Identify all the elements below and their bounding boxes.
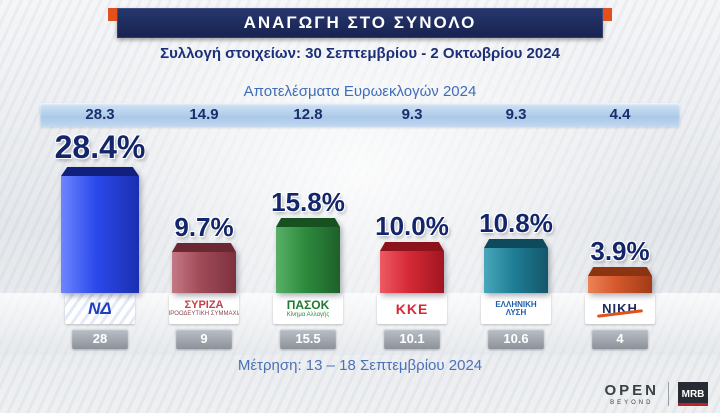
header-bar: ΑΝΑΓΩΓΗ ΣΤΟ ΣΥΝΟΛΟ — [108, 8, 612, 38]
party-logo-subtext: Κίνημα Αλλαγής — [286, 312, 330, 318]
bar-stack: 3.9% — [588, 129, 652, 293]
party-column-ellysi: 10.8% ΕΛΛΗΝΙΚΗ ΛΥΣΗ 10.6 — [464, 129, 568, 349]
bar-chart: 28.3 14.9 12.8 9.3 9.3 4.4 28.4% ΝΔ 28 9.7% Σ… — [40, 103, 680, 349]
open-logo-text: OPEN — [604, 381, 659, 399]
party-logo-text: ΠΑΣΟΚ — [286, 298, 330, 313]
open-logo-subtext: BEYOND — [610, 399, 654, 406]
previous-measurement-value: 15.5 — [280, 329, 336, 349]
bar-front-face — [588, 276, 652, 293]
party-logo-text: ΣΥΡΙΖΑ — [184, 298, 224, 311]
party-logo-text: ΕΛΛΗΝΙΚΗ ΛΥΣΗ — [495, 299, 537, 317]
bar-top-face — [60, 167, 139, 176]
header-accent-right — [603, 8, 612, 21]
euro-result-kke: 9.3 — [401, 106, 423, 123]
previous-measurement-value: 4 — [592, 329, 648, 349]
party-logo-text: ΝΔ — [88, 299, 112, 319]
euro-result-nd: 28.3 — [85, 106, 115, 123]
bar-front-face — [275, 227, 340, 293]
header-accent-left — [108, 8, 117, 21]
party-logo-text: ΚΚΕ — [395, 300, 429, 317]
mrb-logo: MRB — [678, 382, 708, 406]
bar-stack: 9.7% — [172, 129, 236, 293]
party-logo: ΝΙΚΗ — [585, 294, 655, 324]
collection-dates: Συλλογή στοιχείων: 30 Σεπτεμβρίου - 2 Οκ… — [160, 45, 560, 62]
party-column-kke: 10.0% ΚΚΕ 10.1 — [360, 129, 464, 349]
poll-bar — [483, 239, 548, 293]
branding-divider — [668, 382, 669, 406]
poll-percentage-label: 3.9% — [590, 235, 650, 266]
party-column-syriza: 9.7% ΣΥΡΙΖΑ ΠΡΟΟΔΕΥΤΙΚΗ ΣΥΜΜΑΧΙΑ 9 — [152, 129, 256, 349]
bar-top-face — [588, 267, 652, 276]
party-logo: ΕΛΛΗΝΙΚΗ ΛΥΣΗ — [481, 294, 551, 324]
poll-percentage-label: 28.4% — [54, 129, 146, 166]
chart-columns: 28.4% ΝΔ 28 9.7% ΣΥΡΙΖΑ ΠΡΟΟΔΕΥΤΙΚΗ ΣΥΜΜ… — [48, 129, 672, 349]
party-column-nd: 28.4% ΝΔ 28 — [48, 129, 152, 349]
bar-front-face — [483, 248, 548, 293]
euro-result-ellysi: 9.3 — [505, 106, 527, 123]
poll-percentage-label: 10.0% — [375, 210, 449, 241]
branding-area: OPEN BEYOND MRB — [604, 382, 708, 406]
poll-bar — [172, 243, 236, 293]
euro-results-heading: Αποτελέσματα Ευρωεκλογών 2024 — [243, 83, 477, 100]
previous-measurement-value: 28 — [72, 329, 128, 349]
bar-front-face — [379, 251, 444, 293]
party-logo-subtext: ΠΡΟΟΔΕΥΤΙΚΗ ΣΥΜΜΑΧΙΑ — [169, 311, 239, 318]
poll-bar — [588, 267, 652, 293]
bar-front-face — [172, 252, 236, 293]
bar-stack: 15.8% — [271, 129, 345, 293]
party-column-niki: 3.9% ΝΙΚΗ 4 — [568, 129, 672, 349]
poll-bar — [60, 167, 139, 293]
party-logo: ΠΑΣΟΚ Κίνημα Αλλαγής — [273, 294, 343, 324]
euro-results-row: 28.3 14.9 12.8 9.3 9.3 4.4 — [48, 103, 672, 127]
party-logo: ΝΔ — [65, 294, 135, 324]
bar-front-face — [60, 176, 139, 293]
bar-stack: 10.0% — [375, 129, 449, 293]
euro-result-syriza: 14.9 — [189, 106, 219, 123]
party-logo-text: ΝΙΚΗ — [602, 301, 638, 317]
bar-stack: 10.8% — [479, 129, 553, 293]
poll-percentage-label: 10.8% — [479, 207, 553, 238]
bar-top-face — [172, 243, 236, 252]
euro-result-niki: 4.4 — [609, 106, 631, 123]
poll-bar — [379, 242, 444, 293]
bar-top-face — [483, 239, 548, 248]
measurement-dates: Μέτρηση: 13 – 18 Σεπτεμβρίου 2024 — [237, 357, 483, 374]
party-column-pasok: 15.8% ΠΑΣΟΚ Κίνημα Αλλαγής 15.5 — [256, 129, 360, 349]
previous-measurement-value: 10.6 — [488, 329, 544, 349]
previous-measurement-value: 10.1 — [384, 329, 440, 349]
party-logo: ΚΚΕ — [377, 294, 447, 324]
poll-bar — [275, 218, 340, 293]
page-title: ΑΝΑΓΩΓΗ ΣΤΟ ΣΥΝΟΛΟ — [243, 13, 477, 32]
bar-top-face — [379, 242, 444, 251]
open-tv-logo: OPEN BEYOND — [604, 383, 659, 406]
poll-percentage-label: 15.8% — [271, 186, 345, 217]
party-logo: ΣΥΡΙΖΑ ΠΡΟΟΔΕΥΤΙΚΗ ΣΥΜΜΑΧΙΑ — [169, 294, 239, 324]
bar-stack: 28.4% — [54, 129, 146, 293]
poll-percentage-label: 9.7% — [174, 211, 234, 242]
bar-top-face — [275, 218, 340, 227]
previous-measurement-value: 9 — [176, 329, 232, 349]
euro-result-pasok: 12.8 — [293, 106, 323, 123]
euro-results-band — [40, 103, 680, 127]
